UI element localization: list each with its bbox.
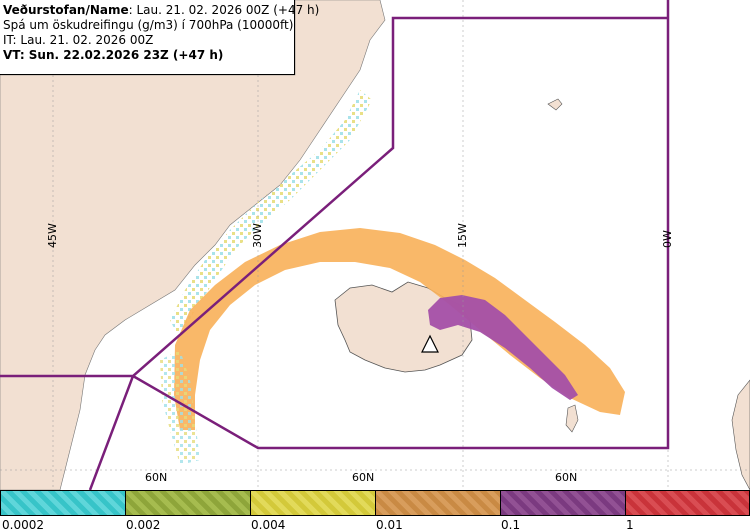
lon-label-15w: 15W (456, 223, 469, 248)
fir-boundary (0, 0, 670, 490)
header-line-1: Veðurstofan/Name: Lau. 21. 02. 2026 00Z … (3, 3, 319, 18)
lon-label-0w: 0W (661, 230, 674, 248)
header-line-4: VT: Sun. 22.02.2026 23Z (+47 h) (3, 48, 224, 62)
legend-label-6: 1 (626, 518, 634, 532)
header-issue-time: : Lau. 21. 02. 2026 00Z (+47 h) (128, 3, 320, 17)
lat-label-2: 60N (352, 471, 374, 484)
plume-purple (428, 295, 578, 400)
legend-swatch-6 (625, 490, 750, 516)
header-line-3: IT: Lau. 21. 02. 2026 00Z (3, 33, 154, 47)
forecast-info-box: Veðurstofan/Name: Lau. 21. 02. 2026 00Z … (0, 0, 319, 75)
faroe-islands (547, 98, 563, 111)
legend-label-3: 0.004 (251, 518, 286, 532)
legend-swatch-5 (500, 490, 626, 516)
legend-label-4: 0.01 (376, 518, 403, 532)
header-agency: Veðurstofan/Name (3, 3, 129, 17)
greenland-landmass (0, 0, 386, 490)
plume-speckle-south (160, 350, 200, 465)
shetland-fragment (565, 404, 579, 433)
lat-label-1: 60N (145, 471, 167, 484)
ash-dispersion-map: 45W 30W 15W 0W 60N 60N 60N (0, 0, 750, 490)
volcano-triangle-icon (421, 334, 439, 353)
legend-swatch-1 (0, 490, 126, 516)
norway-coast (731, 379, 750, 490)
lat-label-3: 60N (555, 471, 577, 484)
legend-swatch-3 (250, 490, 376, 516)
header-line-2: Spá um öskudreifingu (g/m3) í 700hPa (10… (3, 18, 294, 32)
legend-swatch-4 (375, 490, 501, 516)
plume-orange (174, 228, 625, 430)
concentration-legend: 0.0002 0.002 0.004 0.01 0.1 1 (0, 490, 750, 532)
legend-swatch-2 (125, 490, 251, 516)
plume-low-concentration-greenland (170, 90, 372, 340)
lon-label-45w: 45W (46, 223, 59, 248)
legend-label-2: 0.002 (126, 518, 161, 532)
lon-label-30w: 30W (251, 223, 264, 248)
legend-label-5: 0.1 (501, 518, 521, 532)
legend-label-1: 0.0002 (2, 518, 44, 532)
